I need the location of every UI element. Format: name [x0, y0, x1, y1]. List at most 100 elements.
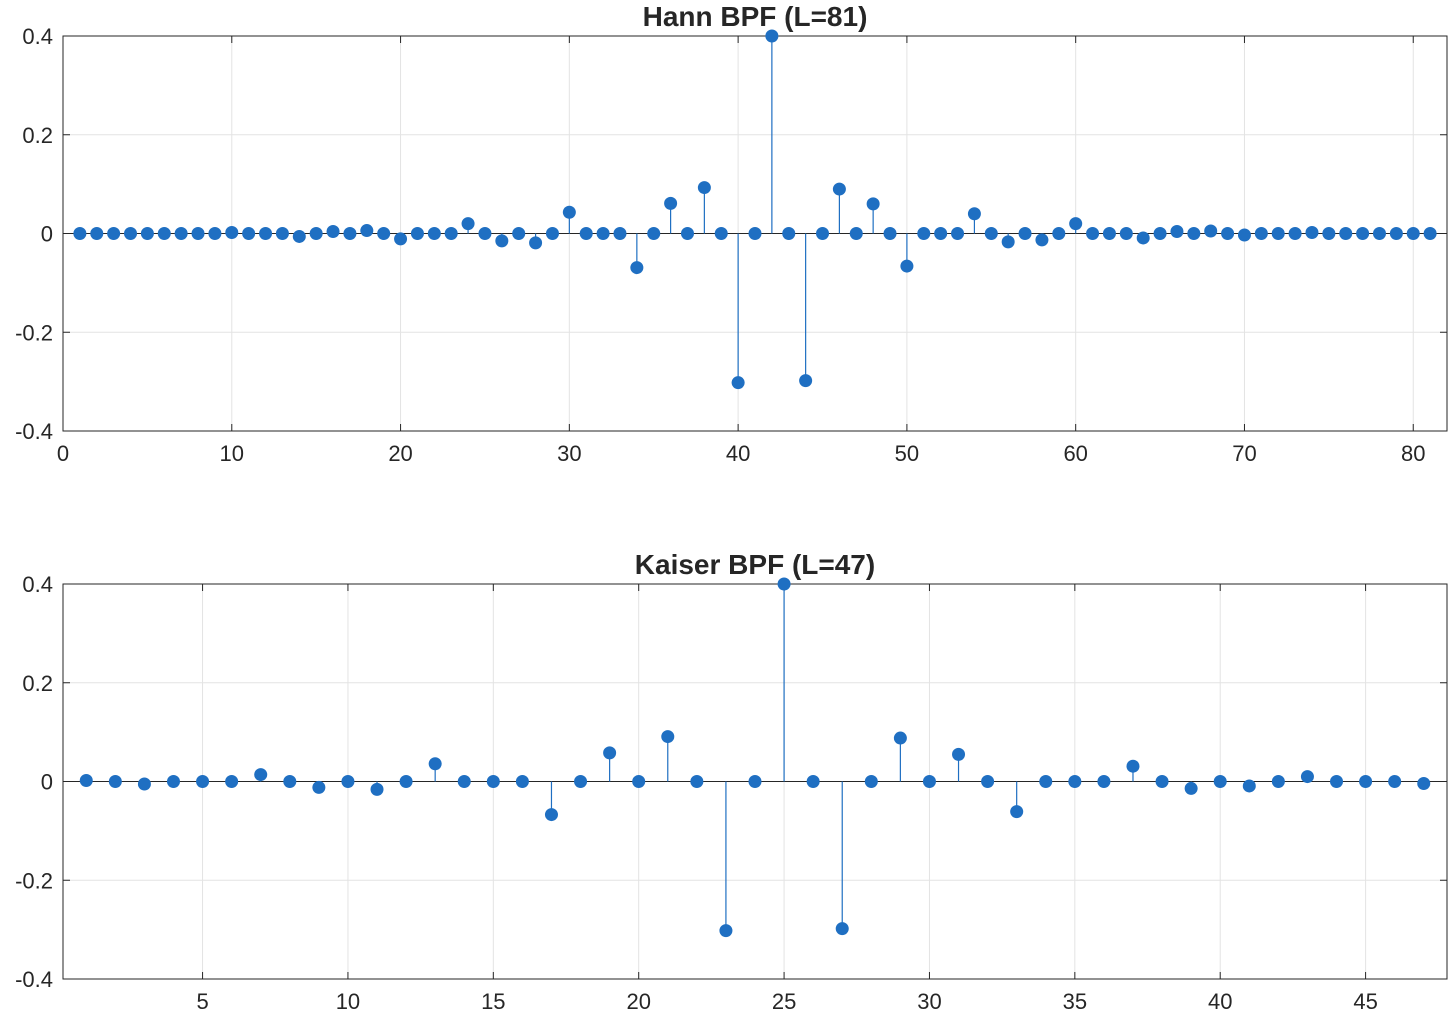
- chart-0-y-tick-label: 0.2: [22, 123, 53, 148]
- chart-1-stem-marker: [806, 775, 820, 788]
- chart-1-x-tick-label: 40: [1208, 989, 1232, 1014]
- chart-0-stem-marker: [377, 227, 391, 240]
- chart-0-stem-marker: [1170, 225, 1184, 239]
- chart-1-stem-marker: [196, 775, 210, 788]
- chart-1-stem-marker: [574, 775, 588, 788]
- chart-0-y-tick-label: 0: [41, 222, 53, 247]
- chart-1-stem-marker: [1330, 775, 1344, 788]
- chart-0-stem-marker: [1204, 224, 1218, 238]
- chart-0-x-tick-label: 70: [1232, 441, 1256, 466]
- chart-0-stem-marker: [1339, 227, 1353, 240]
- chart-0-stem-marker: [191, 227, 205, 240]
- chart-0-stem-marker: [1069, 217, 1083, 231]
- chart-0-stem-marker: [1102, 227, 1116, 240]
- chart-1-stem-marker: [777, 577, 791, 591]
- chart-0-stem-marker: [124, 227, 138, 240]
- chart-0-x-tick-label: 50: [895, 441, 919, 466]
- chart-1-stem-marker: [690, 775, 704, 788]
- chart-0-stem-marker: [1153, 227, 1167, 240]
- chart-0-stem-marker: [1052, 227, 1066, 240]
- chart-0-stem-marker: [1119, 227, 1133, 240]
- chart-0-stem-marker: [275, 227, 289, 240]
- chart-1-stem-marker: [1010, 805, 1024, 819]
- chart-0-stem-marker: [157, 227, 171, 240]
- chart-1-stem-marker: [1417, 776, 1431, 790]
- chart-0-stem-marker: [73, 227, 87, 240]
- chart-1-stem-marker: [922, 775, 936, 788]
- chart-0-stem-marker: [748, 227, 762, 240]
- chart-1-stem-marker: [137, 777, 151, 791]
- chart-1-y-tick-label: -0.2: [15, 868, 53, 893]
- chart-1-x-tick-label: 35: [1063, 989, 1087, 1014]
- chart-0-x-tick-label: 10: [220, 441, 244, 466]
- chart-1-stem-marker: [1068, 775, 1082, 788]
- chart-0-stem-marker: [225, 226, 239, 240]
- chart-1-x-tick-label: 5: [196, 989, 208, 1014]
- chart-1-stem-marker: [515, 775, 529, 788]
- chart-0-stem-marker: [951, 227, 965, 240]
- chart-0-stem-marker: [1423, 227, 1437, 240]
- chart-0-stem-marker: [309, 227, 323, 240]
- chart-1-stem-marker: [544, 808, 558, 822]
- chart-1-stem-marker: [1213, 775, 1227, 788]
- chart-1-stem-marker: [166, 775, 180, 788]
- chart-0-stem-marker: [90, 227, 104, 240]
- chart-0-stem-marker: [1271, 227, 1285, 240]
- chart-1-stem-marker: [1097, 775, 1111, 788]
- chart-0-stem-marker: [1136, 231, 1150, 245]
- chart-1-stem-marker: [1184, 781, 1198, 795]
- hann-bpf-panel: 0 10 20 30 40 50 60 70 80 0.4 0.2 0 -0.2 -0.4 Hann BPF…: [15, 1, 1448, 466]
- chart-0-stem-marker: [816, 227, 830, 240]
- chart-0-stem-marker: [410, 227, 424, 240]
- chart-0-stem-marker: [967, 207, 981, 221]
- chart-1-x-tick-label: 10: [336, 989, 360, 1014]
- chart-0-stem-marker: [664, 196, 678, 210]
- chart-1-stem-marker: [1359, 775, 1373, 788]
- chart-0-stem-marker: [630, 261, 644, 275]
- chart-1-y-tick-label: 0.2: [22, 671, 53, 696]
- chart-1-x-tick-label: 45: [1353, 989, 1377, 1014]
- chart-0-stem-marker: [242, 227, 256, 240]
- chart-0-stem-marker: [1322, 227, 1336, 240]
- chart-0-stem-marker: [1018, 227, 1032, 240]
- chart-1-stem-marker: [981, 775, 995, 788]
- chart-1-stem-marker: [457, 775, 471, 788]
- chart-0-stem-marker: [1237, 228, 1251, 242]
- chart-1-stem-marker: [79, 774, 93, 788]
- chart-0-stem-marker: [1254, 227, 1268, 240]
- chart-0-stem-marker: [883, 227, 897, 240]
- chart-1-stem-marker: [1242, 779, 1256, 793]
- chart-0-stem-marker: [174, 227, 188, 240]
- chart-1-y-tick-label: 0: [41, 770, 53, 795]
- chart-0-stem-marker: [512, 227, 526, 240]
- chart-1-stem-marker: [254, 768, 268, 782]
- chart-0-stem-marker: [680, 227, 694, 240]
- chart-0-stem-marker: [1305, 226, 1319, 240]
- chart-0-stem-marker: [529, 236, 543, 250]
- chart-1-stem-marker: [748, 775, 762, 788]
- chart-1-stem-marker: [1271, 775, 1285, 788]
- chart-0-stem-marker: [765, 29, 779, 43]
- chart-1-stem-marker: [1155, 775, 1169, 788]
- chart-0-stem-marker: [394, 232, 408, 246]
- chart-0-stem-marker: [1187, 227, 1201, 240]
- chart-0-stem-marker: [495, 234, 509, 248]
- chart-1-stem-marker: [952, 747, 966, 761]
- chart-0-stem-marker: [326, 225, 340, 239]
- chart-0-x-tick-label: 40: [726, 441, 750, 466]
- chart-1-x-tick-label: 20: [626, 989, 650, 1014]
- chart-0-stem-marker: [1288, 227, 1302, 240]
- chart-1-stem-marker: [1039, 775, 1053, 788]
- chart-0-stem-marker: [562, 205, 576, 219]
- chart-0-stem-marker: [866, 197, 880, 211]
- chart-0-stem-marker: [461, 217, 475, 231]
- chart-0-stem-marker: [1001, 235, 1015, 249]
- chart-1-x-tick-label: 15: [481, 989, 505, 1014]
- chart-0-stem-marker: [343, 227, 357, 240]
- chart-1-stem-marker: [661, 730, 675, 744]
- chart-0-stem-marker: [782, 227, 796, 240]
- chart-0-y-tick-label: 0.4: [22, 24, 53, 49]
- chart-0-stem-marker: [697, 181, 711, 195]
- chart-0-x-tick-label: 60: [1063, 441, 1087, 466]
- chart-1-stem-marker: [312, 780, 326, 794]
